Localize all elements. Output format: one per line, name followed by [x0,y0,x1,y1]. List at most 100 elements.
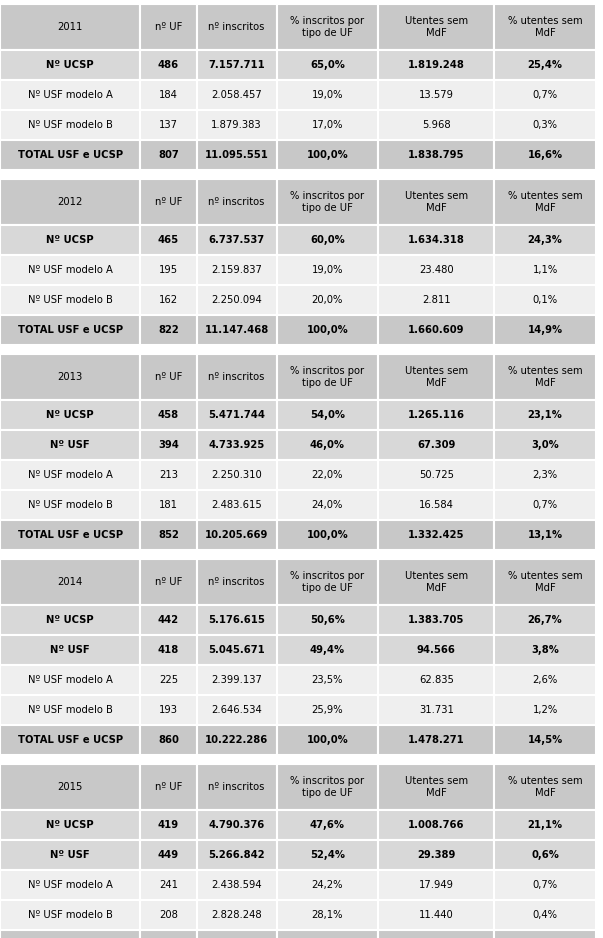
Text: % utentes sem
MdF: % utentes sem MdF [508,571,582,593]
Text: 225: 225 [159,675,178,685]
Text: 162: 162 [159,295,178,305]
Bar [378,870,494,900]
Text: Nº USF modelo B: Nº USF modelo B [28,295,113,305]
Bar [378,840,494,870]
Text: Utentes sem
MdF: Utentes sem MdF [405,571,468,593]
Bar [0,764,140,810]
Bar [378,4,494,50]
Bar [197,225,277,255]
Bar [140,900,197,930]
Bar [140,80,197,110]
Text: 2013: 2013 [58,372,83,382]
Bar [0,490,140,520]
Text: 1.879.383: 1.879.383 [212,120,262,130]
Text: 0,7%: 0,7% [532,90,558,100]
Bar [494,80,596,110]
Bar [0,430,140,460]
Bar [140,764,197,810]
Text: 2.159.837: 2.159.837 [211,265,262,275]
Text: % inscritos por
tipo de UF: % inscritos por tipo de UF [291,190,364,213]
Bar [197,430,277,460]
Text: Nº USF: Nº USF [51,850,90,860]
Bar [197,665,277,695]
Bar [494,354,596,400]
Text: 16,6%: 16,6% [528,150,563,160]
Text: 54,0%: 54,0% [310,410,345,420]
Bar [277,285,378,315]
Text: 195: 195 [159,265,178,275]
Text: 46,0%: 46,0% [310,440,345,450]
Text: 24,0%: 24,0% [312,500,343,510]
Text: 7.157.711: 7.157.711 [208,60,265,70]
Text: Nº USF modelo A: Nº USF modelo A [28,675,113,685]
Text: 25,9%: 25,9% [312,705,343,715]
Text: 4.790.376: 4.790.376 [209,820,265,830]
Text: nº inscritos: nº inscritos [209,782,265,792]
Bar [197,179,277,225]
Bar [494,285,596,315]
Text: 860: 860 [158,735,179,745]
Text: 213: 213 [159,470,178,480]
Text: 23.480: 23.480 [419,265,453,275]
Text: Nº USF modelo B: Nº USF modelo B [28,500,113,510]
Bar [140,870,197,900]
Bar [197,80,277,110]
Text: 181: 181 [159,500,178,510]
Bar [277,4,378,50]
Text: 17,0%: 17,0% [312,120,343,130]
Bar [494,225,596,255]
Bar [277,315,378,345]
Text: 0,7%: 0,7% [532,500,558,510]
Text: Nº USF: Nº USF [51,440,90,450]
Bar [277,900,378,930]
Bar [378,695,494,725]
Bar [378,605,494,635]
Text: 0,1%: 0,1% [532,295,558,305]
Bar [0,870,140,900]
Bar [378,635,494,665]
Text: 100,0%: 100,0% [306,325,349,335]
Text: 14,5%: 14,5% [528,735,563,745]
Bar [277,80,378,110]
Bar [277,605,378,635]
Text: Nº USF: Nº USF [51,645,90,655]
Bar [0,50,140,80]
Bar [378,354,494,400]
Bar [494,725,596,755]
Text: 19,0%: 19,0% [312,90,343,100]
Bar [140,354,197,400]
Bar [0,605,140,635]
Bar [277,225,378,255]
Bar [197,559,277,605]
Text: 2011: 2011 [57,22,83,32]
Bar [140,635,197,665]
Bar [277,430,378,460]
Text: 60,0%: 60,0% [310,235,345,245]
Text: 2.438.594: 2.438.594 [212,880,262,890]
Text: 807: 807 [158,150,179,160]
Bar [140,665,197,695]
Bar [197,460,277,490]
Text: TOTAL USF e UCSP: TOTAL USF e UCSP [17,735,123,745]
Bar [378,50,494,80]
Bar [140,50,197,80]
Bar [140,930,197,938]
Text: 100,0%: 100,0% [306,530,349,540]
Bar [140,810,197,840]
Text: 5.045.671: 5.045.671 [208,645,265,655]
Bar [494,605,596,635]
Text: Utentes sem
MdF: Utentes sem MdF [405,366,468,388]
Text: 10.205.669: 10.205.669 [205,530,268,540]
Bar [197,315,277,345]
Text: 67.309: 67.309 [417,440,455,450]
Bar [494,400,596,430]
Text: 3,0%: 3,0% [531,440,559,450]
Text: 23,1%: 23,1% [528,410,563,420]
Bar [378,430,494,460]
Text: 94.566: 94.566 [417,645,456,655]
Text: 137: 137 [159,120,178,130]
Bar [494,179,596,225]
Bar [197,870,277,900]
Text: nº UF: nº UF [155,22,182,32]
Text: 17.949: 17.949 [418,880,454,890]
